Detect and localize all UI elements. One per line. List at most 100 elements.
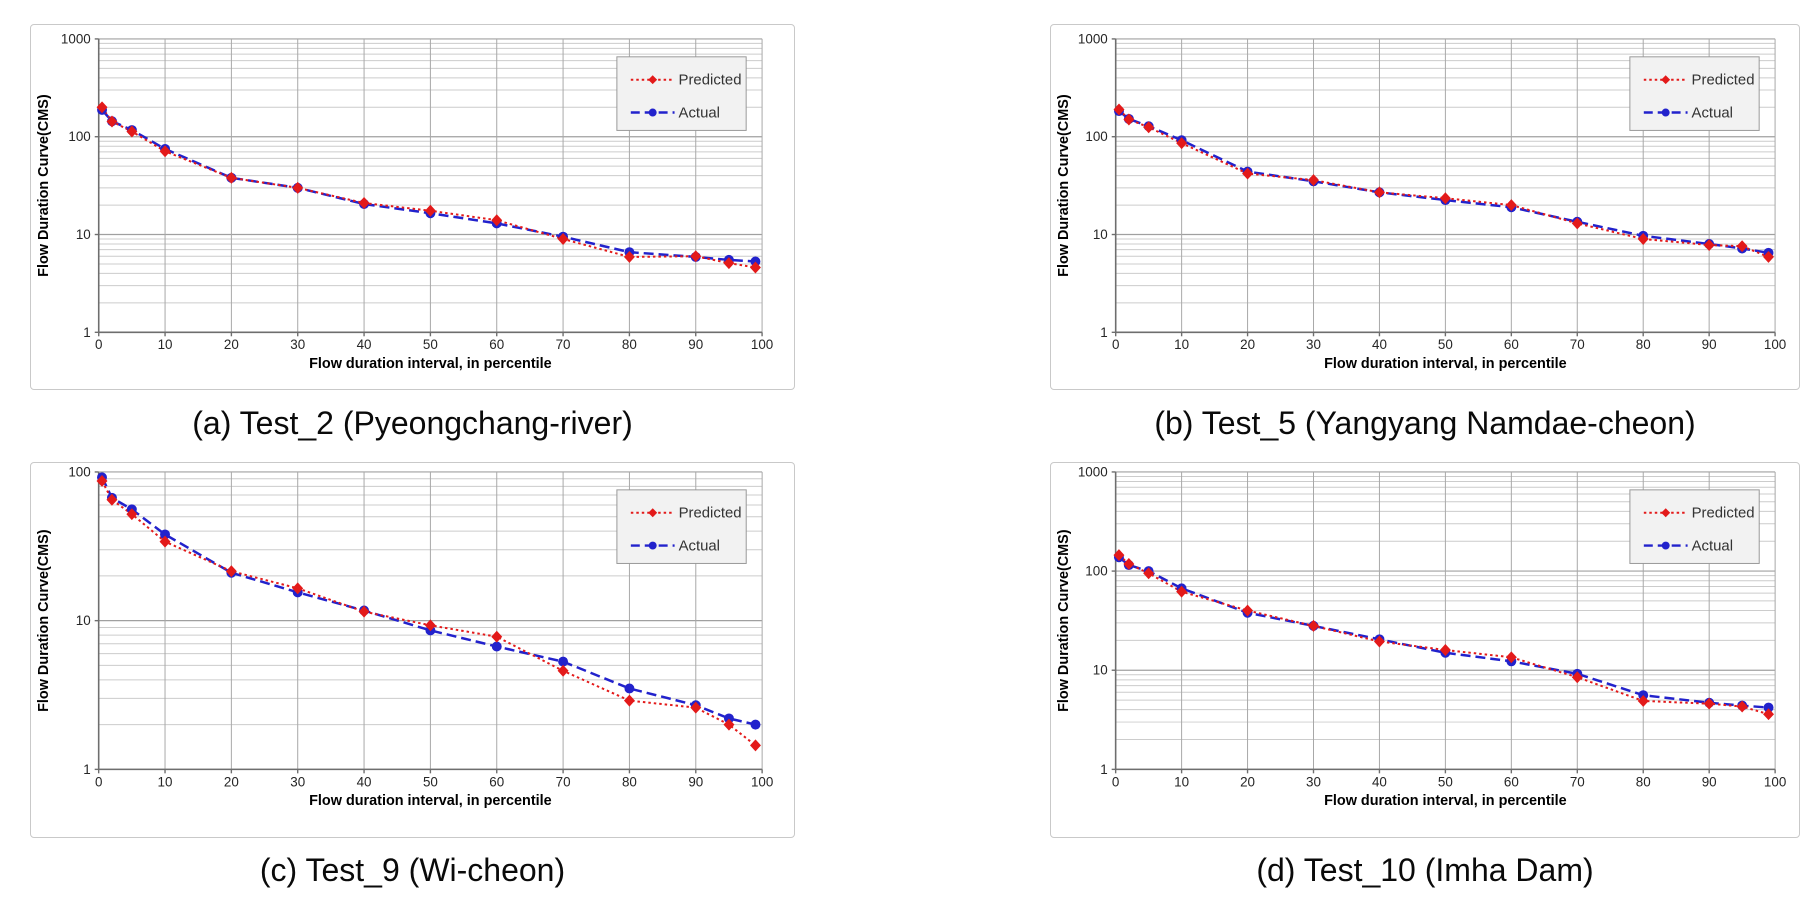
- svg-text:40: 40: [1372, 774, 1387, 789]
- x-axis-title: Flow duration interval, in percentile: [1324, 356, 1567, 372]
- svg-text:80: 80: [622, 774, 637, 789]
- svg-text:90: 90: [688, 774, 703, 789]
- svg-text:10: 10: [158, 337, 173, 352]
- predicted-line: [1118, 554, 1769, 716]
- svg-text:30: 30: [1306, 774, 1321, 789]
- svg-text:1: 1: [1100, 762, 1107, 777]
- svg-text:100: 100: [1764, 337, 1786, 352]
- svg-text:60: 60: [1504, 337, 1519, 352]
- svg-text:50: 50: [1438, 337, 1453, 352]
- legend: Predicted Actual: [616, 489, 747, 564]
- legend-actual-label: Actual: [679, 105, 720, 121]
- y-axis-title: Flow Duration Curve(CMS): [36, 529, 52, 712]
- y-tick-labels: 1 10 100: [68, 464, 90, 776]
- actual-markers: [1113, 552, 1774, 713]
- actual-line: [100, 476, 756, 726]
- y-tick-labels: 1 10 100 1000: [61, 31, 91, 339]
- svg-text:10: 10: [1174, 774, 1189, 789]
- legend-predicted-label: Predicted: [679, 505, 742, 522]
- svg-text:1: 1: [83, 762, 90, 777]
- svg-text:20: 20: [224, 774, 239, 789]
- svg-text:100: 100: [1085, 129, 1107, 144]
- predicted-markers: [1113, 103, 1774, 263]
- fdc-chart-test10: 1 10 100 1000 0 10 20 30 40 50 60 70 80 90 100 Flow Dur…: [1056, 464, 1786, 809]
- y-tick-labels: 1 10 100 1000: [1078, 464, 1108, 776]
- actual-line: [1118, 556, 1769, 709]
- caption-a: (a) Test_2 (Pyeongchang-river): [192, 405, 633, 441]
- svg-text:80: 80: [1636, 337, 1651, 352]
- axes: [94, 38, 763, 337]
- y-axis-title: Flow Duration Curve(CMS): [36, 94, 52, 277]
- svg-text:10: 10: [1174, 337, 1189, 352]
- svg-text:100: 100: [1085, 564, 1107, 579]
- y-axis-title: Flow Duration Curve(CMS): [1056, 529, 1072, 712]
- axes: [1111, 471, 1776, 774]
- chart-panel-a: 1 10 100 1000 0 10 20 30 40 50 60 70 80 90 100 Flow Dur…: [30, 24, 795, 390]
- fdc-chart-test9: 1 10 100 0 10 20 30 40 50 60 70 80 90 100 Flow Duratio…: [36, 464, 773, 809]
- svg-text:80: 80: [1636, 774, 1651, 789]
- svg-text:100: 100: [751, 337, 773, 352]
- legend-predicted-marker: [1661, 508, 1671, 518]
- legend-predicted-marker: [648, 508, 658, 518]
- x-tick-labels: 0 10 20 30 40 50 60 70 80 90 100: [95, 774, 773, 789]
- svg-text:30: 30: [1306, 337, 1321, 352]
- axes: [94, 471, 763, 774]
- legend-actual-label: Actual: [679, 538, 720, 555]
- svg-text:50: 50: [423, 774, 438, 789]
- svg-text:80: 80: [622, 337, 637, 352]
- legend-predicted-marker: [1661, 75, 1671, 85]
- chart-panel-d: 1 10 100 1000 0 10 20 30 40 50 60 70 80 90 100 Flow Dur…: [1050, 462, 1800, 838]
- svg-text:90: 90: [1702, 337, 1717, 352]
- vertical-gridlines: [1181, 38, 1776, 333]
- fdc-chart-test2: 1 10 100 1000 0 10 20 30 40 50 60 70 80 90 100 Flow Dur…: [36, 31, 773, 372]
- x-axis-title: Flow duration interval, in percentile: [1324, 793, 1567, 809]
- svg-text:100: 100: [1764, 774, 1786, 789]
- chart-panel-c: 1 10 100 0 10 20 30 40 50 60 70 80 90 100 Flow Duratio…: [30, 462, 795, 838]
- svg-text:90: 90: [1702, 774, 1717, 789]
- svg-text:10: 10: [1093, 663, 1108, 678]
- svg-text:0: 0: [95, 774, 102, 789]
- predicted-markers: [1113, 549, 1775, 721]
- svg-text:10: 10: [76, 613, 91, 628]
- legend-actual-marker: [1661, 108, 1670, 117]
- actual-line: [101, 109, 756, 263]
- legend-actual-label: Actual: [1692, 538, 1733, 555]
- legend-actual-marker: [648, 541, 657, 550]
- svg-text:20: 20: [224, 337, 239, 352]
- svg-text:60: 60: [1504, 774, 1519, 789]
- legend: Predicted Actual: [616, 56, 747, 131]
- predicted-line: [101, 480, 757, 747]
- predicted-markers: [96, 101, 761, 274]
- svg-text:1000: 1000: [61, 31, 91, 46]
- legend-actual-label: Actual: [1692, 105, 1733, 121]
- predicted-line: [1118, 108, 1769, 258]
- legend-actual-marker: [1661, 541, 1670, 550]
- svg-text:30: 30: [290, 337, 305, 352]
- x-tick-labels: 0 10 20 30 40 50 60 70 80 90 100: [1112, 774, 1786, 789]
- legend-predicted-label: Predicted: [1692, 73, 1755, 89]
- svg-text:60: 60: [489, 337, 504, 352]
- svg-text:20: 20: [1240, 337, 1255, 352]
- svg-text:0: 0: [1112, 337, 1119, 352]
- x-tick-labels: 0 10 20 30 40 50 60 70 80 90 100: [1112, 337, 1786, 352]
- svg-text:0: 0: [95, 337, 102, 352]
- svg-text:100: 100: [751, 774, 773, 789]
- svg-text:1: 1: [1100, 325, 1107, 340]
- x-axis-title: Flow duration interval, in percentile: [309, 793, 552, 809]
- x-tick-labels: 0 10 20 30 40 50 60 70 80 90 100: [95, 337, 773, 352]
- svg-text:0: 0: [1112, 774, 1119, 789]
- svg-text:50: 50: [1438, 774, 1453, 789]
- svg-text:1000: 1000: [1078, 464, 1108, 479]
- axes: [1111, 38, 1776, 337]
- svg-text:1000: 1000: [1078, 31, 1108, 46]
- svg-text:40: 40: [357, 774, 372, 789]
- svg-text:10: 10: [76, 227, 91, 242]
- caption-d: (d) Test_10 (Imha Dam): [1256, 852, 1594, 888]
- fdc-chart-test5: 1 10 100 1000 0 10 20 30 40 50 60 70 80 90 100 Flow Dur…: [1056, 31, 1786, 372]
- actual-line: [1118, 110, 1769, 255]
- y-tick-labels: 1 10 100 1000: [1078, 31, 1108, 339]
- legend: Predicted Actual: [1629, 489, 1760, 564]
- svg-text:40: 40: [1372, 337, 1387, 352]
- vertical-gridlines: [1181, 471, 1776, 770]
